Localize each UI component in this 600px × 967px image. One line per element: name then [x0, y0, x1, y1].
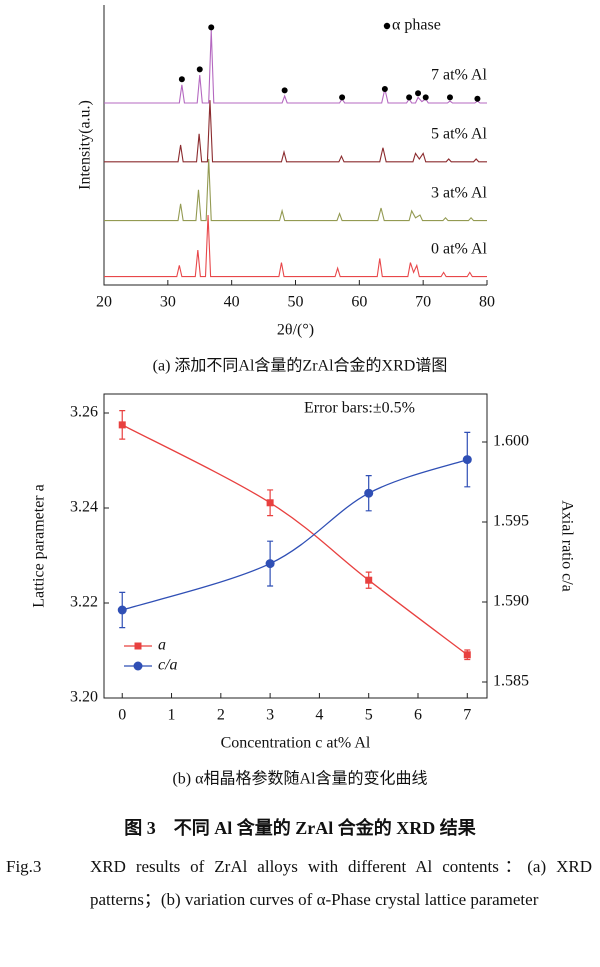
- x-tick-label: 1: [168, 707, 176, 724]
- phase-marker: [178, 76, 185, 83]
- x-tick-label: 40: [224, 294, 240, 311]
- y2-tick-label: 1.595: [493, 513, 529, 530]
- data-point: [266, 499, 274, 507]
- phase-marker: [406, 94, 413, 101]
- figure-title: 图 3 不同 Al 含量的 ZrAl 合金的 XRD 结果: [124, 818, 476, 838]
- y-tick-label: 3.24: [70, 499, 98, 516]
- data-point: [364, 488, 374, 498]
- x-tick-label: 0: [118, 707, 126, 724]
- subtitle: (b) α相晶格参数随Al含量的变化曲线: [172, 770, 427, 788]
- phase-marker: [446, 94, 453, 101]
- x-axis-label: Concentration c at% Al: [221, 735, 371, 752]
- y2-tick-label: 1.585: [493, 673, 529, 690]
- data-point: [463, 651, 471, 659]
- series-label: 5 at% Al: [431, 125, 488, 142]
- x-tick-label: 30: [160, 294, 176, 311]
- x-axis-label: 2θ/(°): [277, 322, 314, 339]
- subtitle: (a) 添加不同Al含量的ZrAl合金的XRD谱图: [153, 357, 448, 375]
- y-tick-label: 3.26: [70, 404, 98, 421]
- legend-marker: [383, 22, 391, 30]
- y2-tick-label: 1.600: [493, 433, 529, 450]
- annotation: Error bars:±0.5%: [304, 400, 415, 417]
- x-tick-label: 2: [217, 707, 225, 724]
- legend-marker: [134, 642, 142, 650]
- series-line: [104, 158, 487, 222]
- figure-caption: Fig.3 XRD results of ZrAl alloys with dif…: [6, 850, 592, 916]
- data-point: [265, 559, 275, 569]
- axis-frame: [103, 5, 487, 286]
- x-tick-label: 70: [415, 294, 431, 311]
- caption-text: XRD results of ZrAl alloys with differen…: [90, 857, 592, 909]
- data-point: [462, 455, 472, 465]
- series-line: [104, 100, 487, 163]
- y-axis-label: Lattice parameter a: [31, 484, 48, 607]
- x-tick-label: 80: [479, 294, 495, 311]
- phase-marker: [415, 90, 422, 97]
- y-axis-label: Intensity(a.u.): [77, 100, 94, 190]
- phase-marker: [422, 94, 429, 101]
- x-tick-label: 20: [96, 294, 112, 311]
- series-label: 7 at% Al: [431, 67, 488, 84]
- series-line: [104, 214, 487, 278]
- axis-frame: [103, 393, 488, 699]
- x-tick-label: 4: [315, 707, 323, 724]
- x-tick-label: 60: [351, 294, 367, 311]
- x-tick-label: 50: [288, 294, 304, 311]
- data-point: [365, 576, 373, 584]
- legend-marker: [133, 661, 143, 671]
- y2-axis-label: Axial ratio c/a: [558, 500, 575, 592]
- phase-marker: [208, 24, 215, 31]
- series-label: 0 at% Al: [431, 240, 488, 257]
- phase-marker: [196, 66, 203, 73]
- series-line: [122, 458, 468, 611]
- x-tick-label: 3: [266, 707, 274, 724]
- x-tick-label: 5: [365, 707, 373, 724]
- y-tick-label: 3.22: [70, 594, 98, 611]
- data-point: [118, 421, 126, 429]
- x-tick-label: 7: [463, 707, 471, 724]
- phase-marker: [281, 87, 288, 94]
- series-label: 3 at% Al: [431, 184, 488, 201]
- phase-marker: [474, 95, 481, 102]
- series-line: [121, 424, 468, 656]
- figure-label: Fig.3: [6, 857, 42, 876]
- x-tick-label: 6: [414, 707, 422, 724]
- phase-marker: [381, 86, 388, 92]
- legend-label: a: [158, 637, 166, 654]
- series-line: [104, 30, 487, 104]
- y2-tick-label: 1.590: [493, 593, 529, 610]
- legend-label: c/a: [158, 657, 178, 674]
- y-tick-label: 3.20: [70, 689, 98, 706]
- phase-marker: [339, 94, 346, 101]
- legend-label: α phase: [392, 17, 441, 34]
- data-point: [117, 605, 127, 615]
